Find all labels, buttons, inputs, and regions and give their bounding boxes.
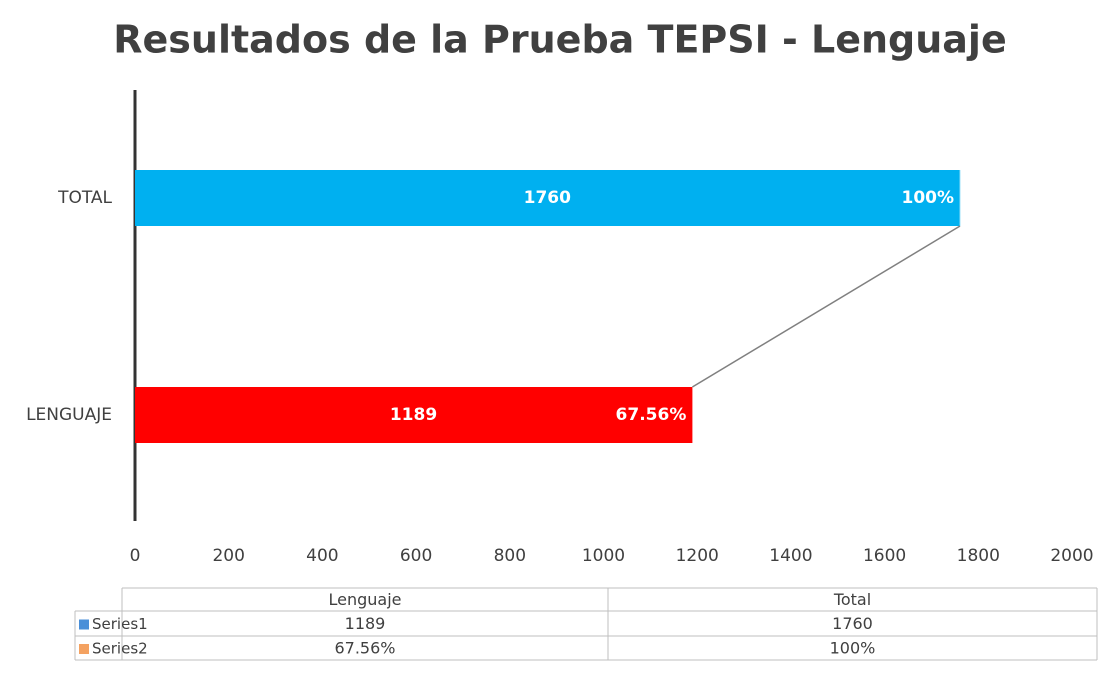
data-label: 1189: [390, 405, 437, 425]
x-tick-label: 600: [400, 546, 432, 566]
data-label: 67.56%: [616, 405, 687, 425]
data-table: Lenguaje Total Series1 1189 1760 Series2 67.56…: [74, 587, 1098, 661]
table-header: Lenguaje: [328, 590, 401, 609]
table-cell: 1760: [832, 614, 873, 633]
x-tick-label: 400: [306, 546, 338, 566]
series-line: [691, 225, 961, 388]
bar: [135, 170, 960, 226]
chart-title: Resultados de la Prueba TEPSI - Lenguaje: [113, 18, 1006, 62]
legend-label: Series1: [92, 615, 148, 633]
y-tick-label: LENGUAJE: [26, 405, 112, 425]
legend-swatch: [79, 619, 89, 630]
table-cell: 1189: [345, 614, 386, 633]
legend-label: Series2: [92, 640, 148, 658]
table-cell: 67.56%: [334, 639, 395, 658]
x-tick-label: 0: [130, 546, 141, 566]
x-tick-label: 1800: [957, 546, 1000, 566]
x-tick-label: 2000: [1050, 546, 1093, 566]
table-header: Total: [833, 590, 871, 609]
x-tick-label: 1400: [769, 546, 812, 566]
legend-swatch: [79, 644, 89, 654]
table-cell: 100%: [830, 639, 876, 658]
x-tick-label: 1200: [676, 546, 719, 566]
data-label: 1760: [524, 188, 571, 208]
bar: [959, 170, 961, 226]
bar: [692, 387, 693, 443]
x-tick-label: 1000: [582, 546, 625, 566]
x-tick-label: 800: [494, 546, 526, 566]
bar: [135, 387, 693, 443]
x-tick-label: 1600: [863, 546, 906, 566]
data-label: 100%: [901, 188, 954, 208]
y-tick-label: TOTAL: [57, 188, 112, 208]
x-tick-label: 200: [212, 546, 244, 566]
